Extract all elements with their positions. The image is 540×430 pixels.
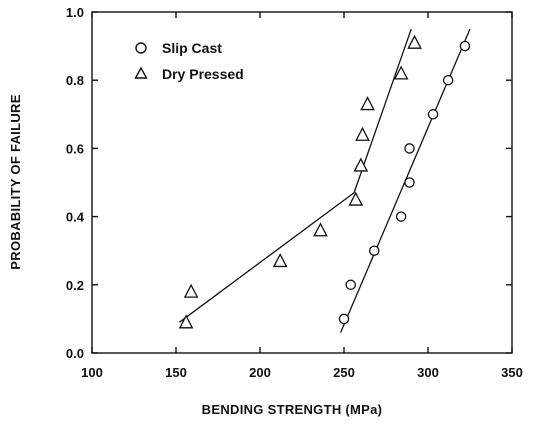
y-tick-label: 0.8 (66, 73, 84, 88)
point-slip-cast (427, 109, 439, 120)
point-slip-cast (368, 245, 380, 256)
legend-marker-dry-pressed (134, 66, 148, 79)
point-dry-pressed (272, 253, 288, 268)
point-dry-pressed (360, 96, 375, 111)
y-tick-label: 0.6 (66, 141, 84, 156)
point-dry-pressed (183, 283, 199, 298)
legend-marker-slip-cast (135, 42, 147, 54)
x-tick-label: 200 (249, 365, 271, 380)
point-slip-cast (442, 74, 454, 86)
point-slip-cast (404, 143, 415, 154)
point-dry-pressed (313, 222, 328, 237)
legend-label-dry-pressed: Dry Pressed (162, 66, 244, 82)
point-dry-pressed (407, 34, 422, 49)
point-dry-pressed (355, 126, 370, 141)
y-axis-title: PROBABILITY OF FAILURE (8, 94, 23, 269)
point-slip-cast (345, 279, 356, 291)
x-tick-label: 250 (333, 365, 355, 380)
x-axis-title: BENDING STRENGTH (MPa) (202, 402, 383, 417)
ticks (91, 11, 513, 354)
point-slip-cast (404, 177, 415, 188)
y-tick-label: 0.0 (66, 346, 84, 361)
y-tick-label: 0.4 (66, 210, 85, 225)
point-dry-pressed (353, 157, 369, 172)
y-tick-label: 1.0 (66, 5, 84, 20)
point-dry-pressed (178, 314, 194, 329)
point-dry-pressed (348, 191, 364, 206)
legend: Slip Cast Dry Pressed (134, 40, 244, 82)
point-slip-cast (338, 313, 350, 325)
x-tick-label: 350 (501, 365, 523, 380)
data-points (178, 34, 471, 329)
x-tick-label: 300 (417, 365, 439, 380)
point-slip-cast (459, 40, 471, 52)
tick-labels: 100 150 200 250 300 350 0.0 0.2 0.4 0.6 0.8 1.0 (66, 5, 523, 380)
plot-frame (91, 11, 513, 354)
point-slip-cast (395, 211, 407, 222)
x-tick-label: 100 (81, 365, 103, 380)
legend-label-slip-cast: Slip Cast (162, 40, 222, 56)
plot-border (91, 11, 513, 354)
y-tick-label: 0.2 (66, 278, 84, 293)
point-dry-pressed (393, 65, 409, 80)
x-tick-label: 150 (165, 365, 187, 380)
fit-line-dry-pressed (178, 192, 355, 323)
